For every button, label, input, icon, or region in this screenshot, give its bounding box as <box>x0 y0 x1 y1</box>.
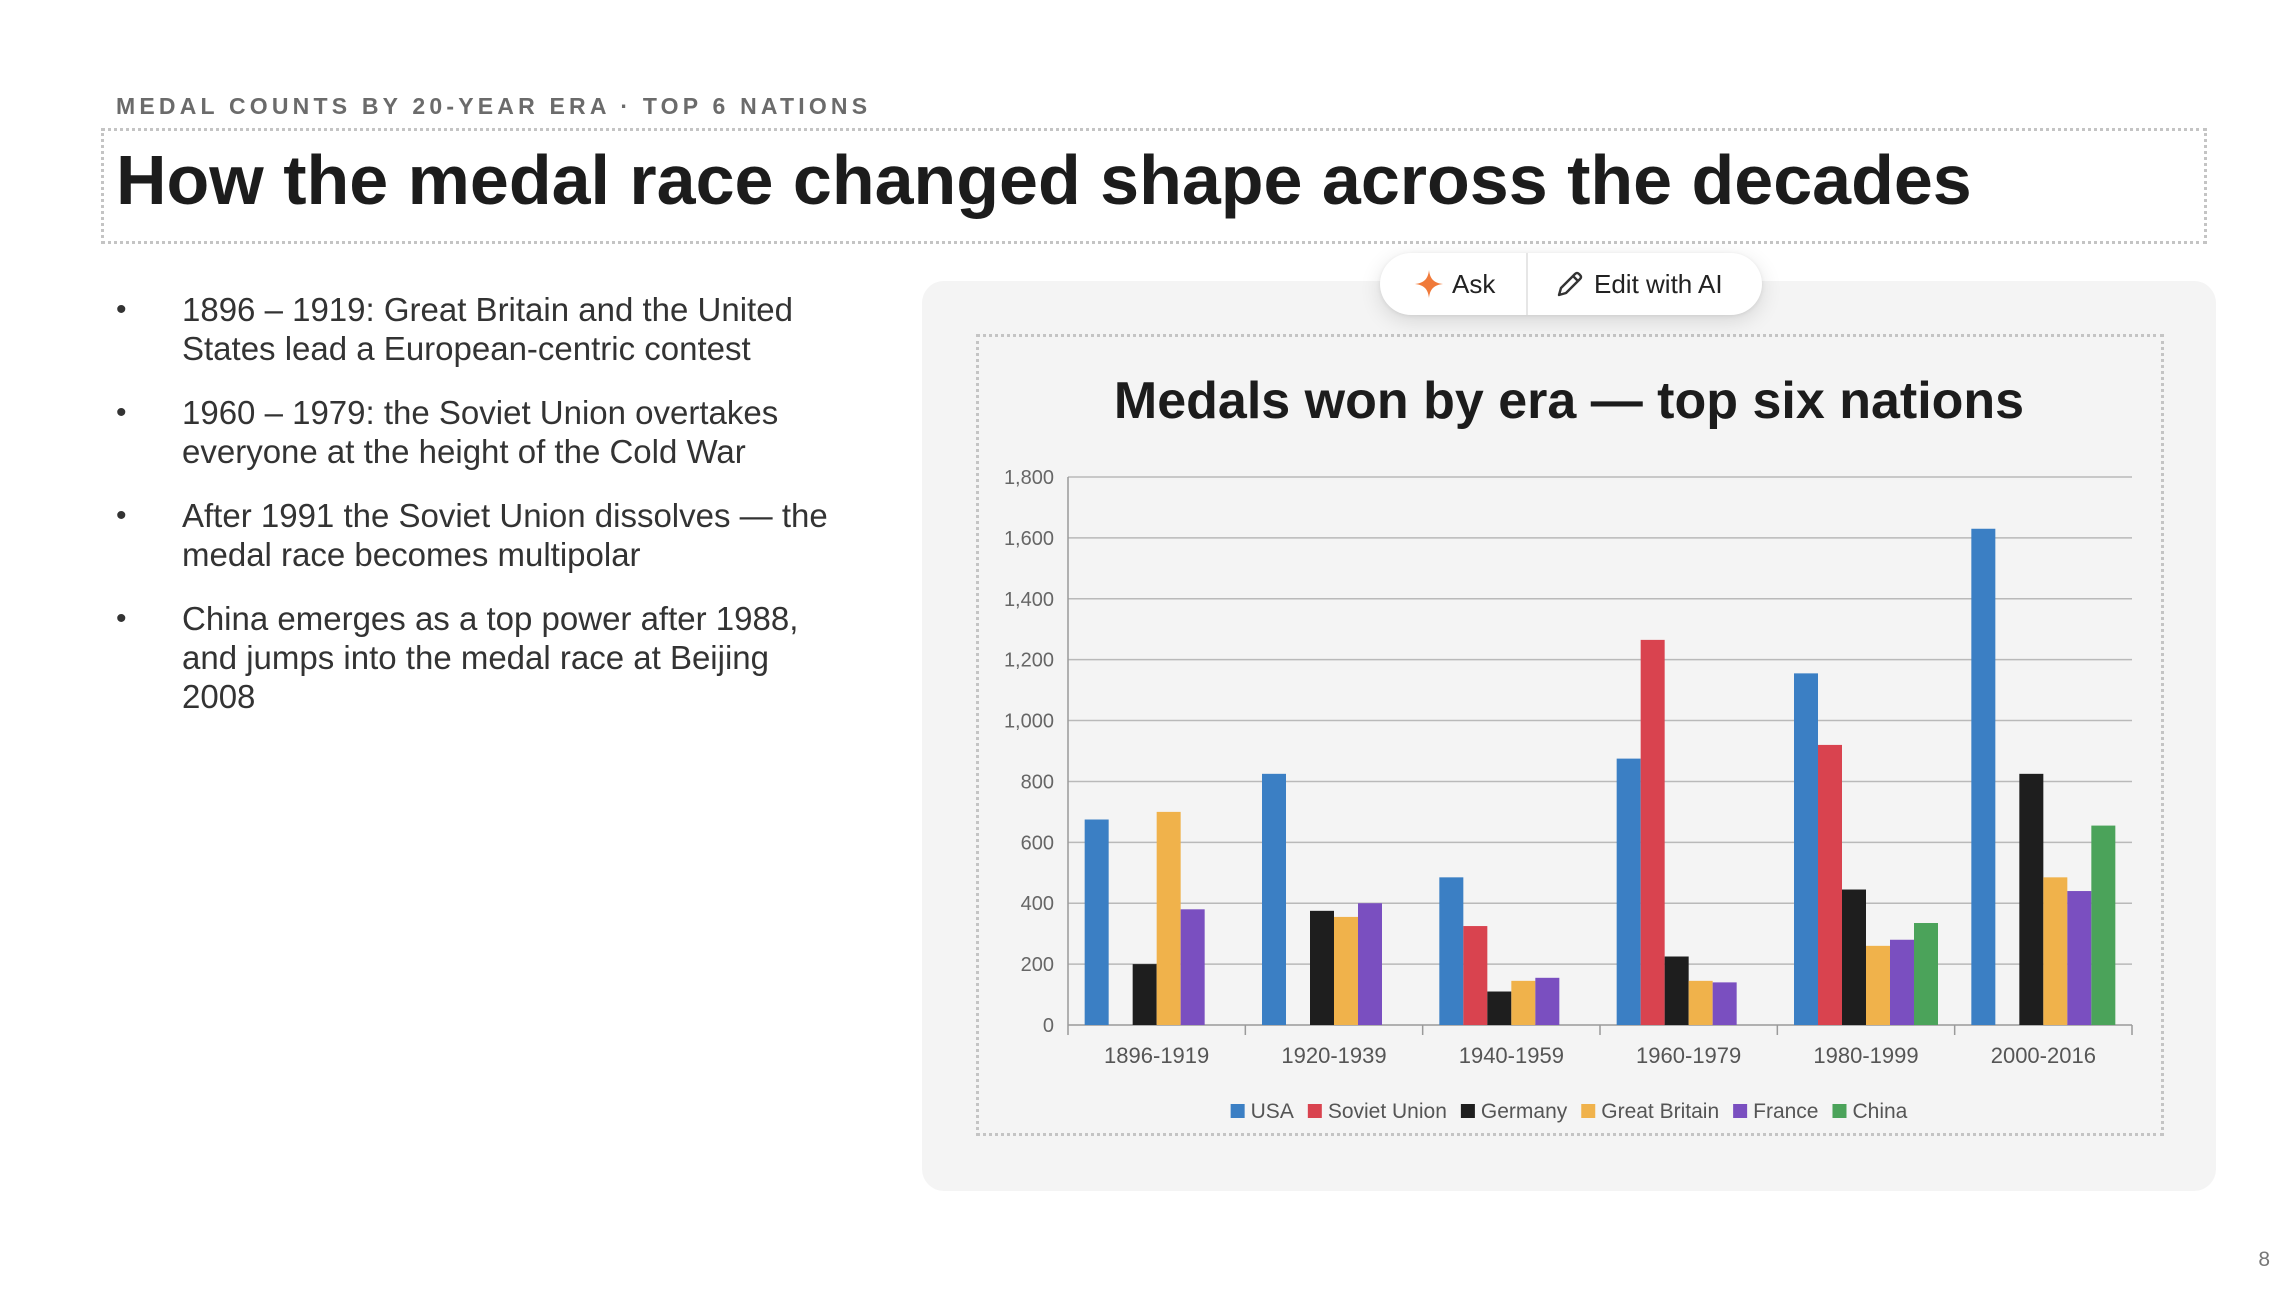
bar <box>1180 909 1205 1025</box>
x-tick-label: 1980-1999 <box>1813 1043 1918 1068</box>
bar <box>1463 926 1488 1025</box>
bar <box>1664 956 1689 1025</box>
bar <box>2019 773 2044 1025</box>
slide-title[interactable]: How the medal race changed shape across … <box>116 141 1972 219</box>
y-tick-label: 1,400 <box>1004 589 1054 611</box>
bullet-dot-icon: • <box>116 293 127 326</box>
x-tick-label: 1960-1979 <box>1636 1043 1741 1068</box>
bar <box>2091 825 2116 1025</box>
x-tick-label: 1940-1959 <box>1459 1043 1564 1068</box>
bar <box>1310 910 1334 1025</box>
bullet-dot-icon: • <box>116 602 127 635</box>
legend-swatch <box>1460 1104 1475 1118</box>
y-tick-label: 0 <box>1043 1015 1054 1037</box>
bullet-dot-icon: • <box>116 396 127 429</box>
y-tick-label: 1,600 <box>1004 528 1054 550</box>
bar <box>1487 991 1512 1025</box>
bar <box>1262 773 1286 1025</box>
bar <box>1866 945 1890 1025</box>
bar <box>1794 673 1818 1025</box>
bar <box>1640 639 1665 1025</box>
bullet-text: 1960 – 1979: the Soviet Union overtakes … <box>182 394 779 470</box>
bullet-item: • 1960 – 1979: the Soviet Union overtakes… <box>116 393 836 471</box>
ask-button[interactable]: Ask <box>1380 253 1526 315</box>
legend-swatch <box>1832 1104 1847 1118</box>
legend-label: Soviet Union <box>1328 1100 1447 1123</box>
bullet-text: After 1991 the Soviet Union dissolves — … <box>182 497 828 573</box>
bar <box>1842 889 1866 1025</box>
legend-label: China <box>1852 1100 1907 1123</box>
chart-selection-frame[interactable] <box>976 334 2164 1136</box>
bar <box>1156 811 1181 1025</box>
bar <box>1914 923 1938 1025</box>
bar <box>1688 980 1713 1025</box>
bullet-dot-icon: • <box>116 499 127 532</box>
bar <box>1712 982 1737 1025</box>
bar <box>1511 980 1536 1025</box>
x-axis: 1896-1919 1920-1939 1940-1959 1960-1979 1980… <box>1104 1025 2133 1068</box>
bar <box>1818 744 1842 1025</box>
legend-swatch <box>1733 1104 1748 1118</box>
bar <box>1971 528 1996 1025</box>
ai-toolbar: Ask Edit with AI <box>1380 253 1762 315</box>
edit-with-ai-label: Edit with AI <box>1594 268 1723 299</box>
bar <box>1334 916 1358 1025</box>
x-tick-label: 2000-2016 <box>1991 1043 2096 1068</box>
legend-label: Germany <box>1481 1100 1568 1123</box>
bar <box>1616 758 1641 1025</box>
title-placeholder-frame[interactable] <box>101 128 2207 244</box>
bar <box>1084 819 1109 1025</box>
bullet-text: 1896 – 1919: Great Britain and the Unite… <box>182 291 793 367</box>
bar <box>1890 939 1914 1025</box>
bullet-text: China emerges as a top power after 1988,… <box>182 600 799 715</box>
y-tick-label: 200 <box>1021 954 1054 976</box>
pencil-icon <box>1557 271 1583 297</box>
bullet-list[interactable]: • 1896 – 1919: Great Britain and the Unit… <box>116 290 836 741</box>
legend-label: Great Britain <box>1601 1100 1719 1123</box>
chart-legend: USA Soviet Union Germany Great Britain Franc… <box>1230 1100 1908 1123</box>
page-number: 8 <box>2258 1248 2270 1271</box>
x-tick-label: 1896-1919 <box>1104 1043 1209 1068</box>
y-tick-label: 400 <box>1021 893 1054 915</box>
x-tick-label: 1920-1939 <box>1281 1043 1386 1068</box>
y-tick-label: 1,200 <box>1004 650 1054 672</box>
bar <box>1439 877 1464 1025</box>
y-tick-label: 600 <box>1021 832 1054 854</box>
y-tick-label: 800 <box>1021 771 1054 793</box>
legend-swatch <box>1307 1104 1322 1118</box>
edit-with-ai-button[interactable]: Edit with AI <box>1528 253 1723 315</box>
ask-label: Ask <box>1452 268 1496 299</box>
bar <box>2067 891 2092 1025</box>
y-axis: 0 200 400 600 800 1,000 1,200 1,400 1,600 1,800 <box>1004 467 1069 1037</box>
bullet-item: • After 1991 the Soviet Union dissolves —… <box>116 496 836 574</box>
legend-swatch <box>1581 1104 1596 1118</box>
y-tick-label: 1,000 <box>1004 711 1054 733</box>
slide-kicker: MEDAL COUNTS BY 20-YEAR ERA · TOP 6 NATI… <box>116 93 872 119</box>
bar <box>2043 877 2068 1025</box>
bullet-item: • 1896 – 1919: Great Britain and the Unit… <box>116 290 836 368</box>
legend-label: USA <box>1251 1100 1294 1123</box>
legend-label: France <box>1753 1100 1818 1123</box>
bar <box>1132 964 1157 1025</box>
y-tick-label: 1,800 <box>1004 467 1054 489</box>
bar <box>1535 977 1560 1025</box>
chart-bars <box>1084 528 2116 1025</box>
sparkle-icon <box>1415 270 1443 298</box>
bar <box>1358 903 1382 1025</box>
chart-title: Medals won by era — top six nations <box>1114 372 2024 430</box>
bullet-item: • China emerges as a top power after 1988… <box>116 599 836 716</box>
toolbar-divider <box>1526 253 1528 315</box>
chart-panel <box>922 281 2216 1191</box>
legend-swatch <box>1230 1104 1245 1118</box>
